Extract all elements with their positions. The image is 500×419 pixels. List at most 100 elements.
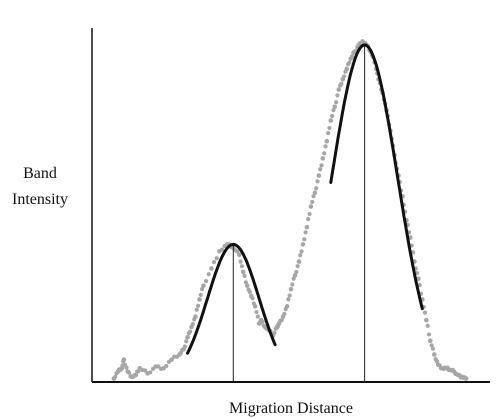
data-point [428, 338, 433, 344]
data-point [304, 224, 310, 230]
data-point-fill [182, 344, 187, 349]
data-point-fill [341, 74, 347, 79]
data-point [284, 304, 290, 309]
data-point-fill [417, 282, 422, 288]
data-point [292, 273, 298, 278]
data-point [308, 204, 314, 209]
data-point-fill [184, 339, 189, 344]
data-point-fill [254, 309, 259, 315]
data-point-fill [425, 323, 430, 328]
data-point-fill [255, 314, 260, 319]
data-point-fill [219, 247, 225, 252]
y-axis-label-line-1: Band [23, 165, 57, 182]
data-point [209, 266, 214, 271]
data-point-fill [286, 297, 291, 302]
data-point-fill [310, 199, 315, 205]
data-point [344, 66, 350, 72]
data-point [201, 283, 206, 288]
data-point-fill [164, 363, 169, 369]
data-point [332, 104, 338, 110]
data-point [296, 259, 302, 264]
data-point-fill [206, 272, 211, 277]
data-point-fill [315, 179, 320, 184]
data-point-fill [311, 194, 316, 199]
data-point [252, 304, 258, 309]
data-point-fill [327, 125, 332, 131]
data-point-fill [422, 310, 428, 315]
data-point-fill [239, 264, 245, 269]
data-point [431, 352, 437, 357]
data-point-fill [334, 100, 339, 105]
data-point-fill [194, 307, 199, 312]
data-point [236, 252, 242, 258]
data-point [416, 276, 421, 282]
x-axis-label: Migration Distance [229, 400, 353, 417]
data-point [328, 118, 334, 123]
y-axis-label-line-2: Intensity [12, 191, 68, 208]
data-point [133, 372, 139, 378]
data-point-fill [198, 292, 203, 297]
data-point-fill [200, 286, 205, 292]
data-point-fill [319, 163, 324, 168]
data-point-fill [429, 343, 434, 348]
data-point [244, 283, 250, 288]
data-point-fill [238, 259, 243, 264]
data-point-fill [214, 256, 219, 261]
data-point [463, 376, 469, 381]
data-point-fill [307, 211, 312, 217]
data-point [288, 286, 294, 292]
data-point-fill [243, 280, 248, 285]
data-point [193, 314, 198, 319]
data-point-fill [113, 374, 118, 379]
data-point-fill [272, 330, 277, 335]
data-point-fill [142, 368, 148, 373]
gaussian-fit-curve [186, 242, 277, 355]
data-point [197, 297, 202, 302]
data-point-fill [148, 370, 153, 375]
data-point-fill [290, 282, 295, 287]
data-point-fill [326, 131, 331, 136]
data-point-fill [188, 329, 193, 334]
data-point-fill [247, 289, 252, 295]
peak-fits [186, 43, 424, 355]
data-point-fill [282, 311, 287, 316]
data-point-fill [196, 303, 201, 308]
data-point-fill [303, 230, 308, 235]
data-point-fill [330, 113, 335, 119]
data-point-fill [331, 108, 336, 113]
data-point-fill [242, 273, 247, 279]
data-point-fill [287, 293, 292, 298]
data-point-fill [335, 93, 340, 98]
data-point [300, 242, 306, 247]
data-point-fill [211, 260, 217, 265]
data-point-fill [190, 322, 195, 327]
data-point [185, 334, 190, 340]
data-point [336, 87, 342, 92]
data-point-fill [260, 319, 265, 324]
data-point-fill [295, 264, 300, 269]
data-point-fill [203, 279, 209, 284]
data-point-fill [299, 249, 304, 254]
data-point-fill [426, 332, 432, 337]
data-point-fill [291, 276, 296, 281]
data-point-fill [434, 359, 440, 364]
data-point-fill [339, 81, 344, 87]
data-point-fill [318, 167, 323, 172]
data-point [121, 357, 127, 362]
data-point [312, 190, 318, 196]
data-point-fill [279, 318, 284, 323]
data-point-fill [349, 54, 355, 59]
peak-markers [232, 44, 366, 382]
data-point-fill [302, 237, 307, 242]
data-point-fill [235, 249, 240, 254]
data-point-fill [250, 296, 255, 301]
measured-points [111, 39, 469, 381]
data-point-fill [306, 217, 311, 222]
data-point-fill [294, 269, 299, 275]
data-point [240, 269, 246, 275]
data-point [169, 357, 174, 362]
data-point-fill [314, 186, 319, 191]
data-point-fill [127, 370, 132, 375]
data-point-fill [124, 365, 129, 370]
